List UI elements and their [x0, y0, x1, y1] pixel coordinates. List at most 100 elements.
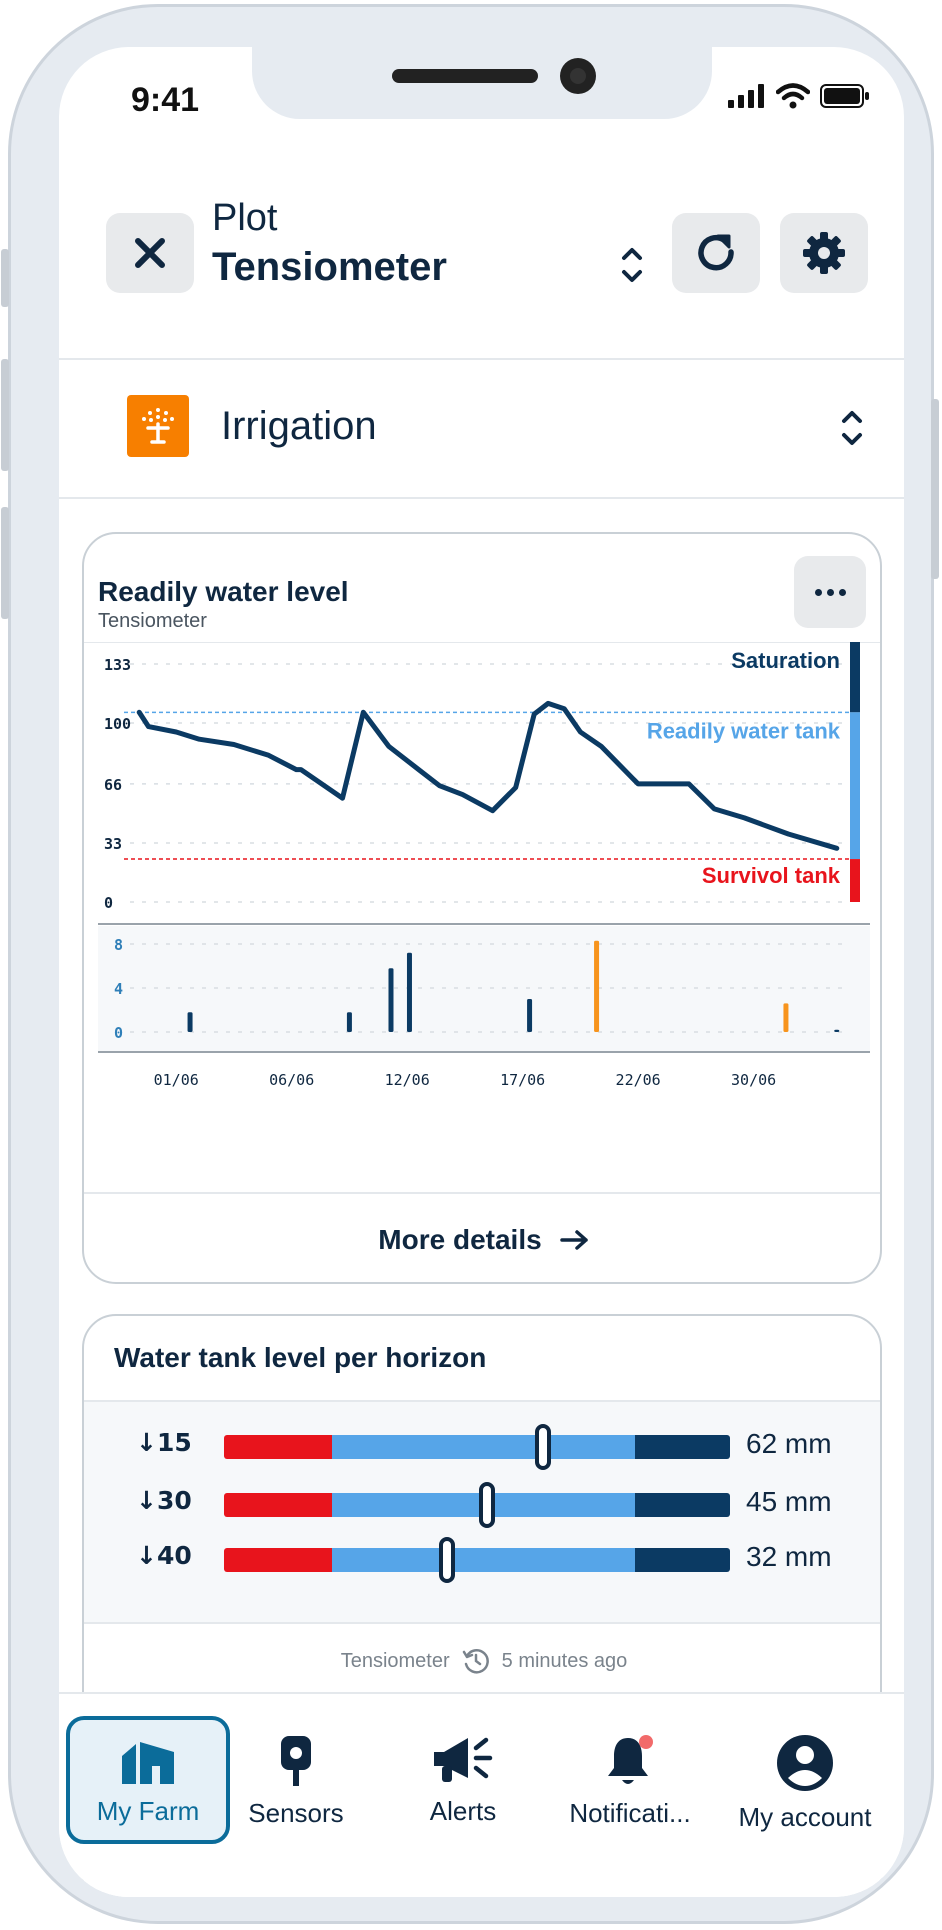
rain-bar: [388, 968, 394, 1032]
horizon-level-bar: [224, 1435, 730, 1459]
horizon-level-bar: [224, 1548, 730, 1572]
horizon-footer: Tensiometer 5 minutes ago: [84, 1634, 880, 1688]
chevron-up-down-icon[interactable]: [619, 243, 645, 287]
bar-y-tick-label: 0: [114, 1024, 123, 1042]
y-tick-label: 100: [104, 715, 131, 733]
notification-dot: [639, 1735, 653, 1749]
horizon-value: 62 mm: [746, 1428, 832, 1459]
footer-source: Tensiometer: [340, 1649, 450, 1672]
more-details-link[interactable]: More details: [84, 1192, 880, 1282]
header-title: Tensiometer: [212, 245, 447, 289]
horizon-card-title: Water tank level per horizon: [114, 1342, 487, 1373]
header-subtitle: Plot: [212, 197, 278, 239]
rain-bar: [187, 1012, 193, 1032]
x-tick-label: 12/06: [385, 1071, 430, 1089]
category-label: Irrigation: [221, 404, 377, 448]
bar-y-tick-label: 8: [114, 936, 123, 954]
irrigation-bar: [783, 1003, 789, 1032]
horizon-level-marker: [479, 1482, 496, 1528]
signal-icon: [728, 84, 764, 108]
horizon-row: ↓40 32 mm: [84, 1537, 880, 1583]
category-selector[interactable]: Irrigation: [59, 362, 904, 482]
history-icon: [462, 1649, 489, 1674]
nav-label: My Farm: [96, 1796, 200, 1826]
survival-segment: [224, 1493, 332, 1517]
horizon-level-marker: [534, 1424, 551, 1470]
nav-label: My account: [738, 1802, 872, 1832]
arrow-right-icon: [559, 1230, 588, 1250]
volume-up-button: [1, 359, 9, 471]
close-button[interactable]: [106, 213, 194, 293]
y-tick-label: 133: [104, 656, 131, 674]
readily-segment: [331, 1435, 636, 1459]
irrigation-bar: [594, 940, 600, 1032]
horizon-rows: ↓15 62 mm ↓30 45 mm ↓40 32 mm: [84, 1400, 880, 1624]
farm-icon: [122, 1742, 174, 1784]
speaker: [392, 69, 538, 83]
horizon-row: ↓15 62 mm: [84, 1424, 880, 1470]
category-divider: [59, 497, 904, 499]
phone-frame: 9:41 Plot: [1, 4, 939, 1924]
wifi-icon: [776, 83, 810, 109]
sprinkler-icon: [127, 395, 189, 457]
saturation-label: Saturation: [731, 648, 840, 673]
horizon-level-bar: [224, 1493, 730, 1517]
rain-bar: [834, 1029, 840, 1032]
y-tick-label: 0: [104, 894, 113, 912]
water-level-card: Readily water level Tensiometer 133 100 66…: [82, 532, 882, 1284]
nav-label: Sensors: [248, 1798, 344, 1828]
horizon-value: 32 mm: [746, 1541, 832, 1572]
survival-label: Survivol tank: [702, 863, 841, 888]
mute-switch: [1, 249, 9, 307]
refresh-button[interactable]: [672, 213, 760, 293]
nav-alerts[interactable]: Alerts: [381, 1716, 545, 1844]
header-divider: [59, 358, 904, 360]
settings-button[interactable]: [780, 213, 868, 293]
volume-down-button: [1, 507, 9, 619]
x-tick-label: 22/06: [616, 1071, 661, 1089]
survival-segment: [224, 1548, 332, 1572]
saturation-zone-bar: [850, 642, 860, 713]
more-dot: [814, 588, 822, 596]
saturation-segment: [635, 1493, 730, 1517]
saturation-segment: [635, 1435, 730, 1459]
more-options-button[interactable]: [794, 556, 866, 628]
water-level-chart: 133 100 66 33 0 Saturation Readily water tank S…: [84, 642, 880, 1089]
readily-zone-bar: [850, 712, 860, 860]
rain-bar: [406, 952, 412, 1032]
horizon-depth: ↓30: [136, 1486, 192, 1515]
horizon-depth: ↓40: [136, 1541, 192, 1570]
chevron-up-down-icon: [842, 411, 862, 445]
refresh-icon: [698, 234, 734, 271]
bottom-nav: My Farm Sensors Alerts: [59, 1692, 904, 1897]
horizon-level-marker: [438, 1537, 455, 1583]
bell-icon: [608, 1735, 653, 1784]
nav-my-account[interactable]: My account: [723, 1716, 887, 1844]
horizon-value: 45 mm: [746, 1486, 832, 1517]
nav-notifications[interactable]: Notificati...: [548, 1716, 712, 1844]
close-icon: [135, 238, 165, 268]
nav-my-farm[interactable]: My Farm: [66, 1716, 230, 1844]
account-icon: [777, 1735, 833, 1791]
nav-label: Alerts: [429, 1796, 497, 1826]
water-level-line: [136, 700, 840, 851]
header: Plot Tensiometer: [59, 187, 904, 319]
x-tick-label: 17/06: [500, 1071, 545, 1089]
status-icons: [728, 83, 870, 109]
card-subtitle: Tensiometer: [98, 610, 207, 632]
more-dot: [838, 588, 846, 596]
bar-chart-background: [98, 926, 870, 1052]
camera: [560, 58, 596, 94]
bar-y-tick-label: 4: [114, 980, 123, 998]
nav-label: Notificati...: [569, 1798, 691, 1828]
nav-sensors[interactable]: Sensors: [214, 1716, 378, 1844]
gear-icon: [803, 232, 845, 274]
x-tick-label: 01/06: [154, 1071, 199, 1089]
rain-bar: [527, 999, 533, 1032]
horizon-row: ↓30 45 mm: [84, 1482, 880, 1528]
battery-icon: [820, 84, 869, 108]
notch: [252, 47, 712, 119]
saturation-segment: [635, 1548, 730, 1572]
footer-time: 5 minutes ago: [501, 1649, 628, 1672]
sensor-icon: [281, 1736, 311, 1786]
